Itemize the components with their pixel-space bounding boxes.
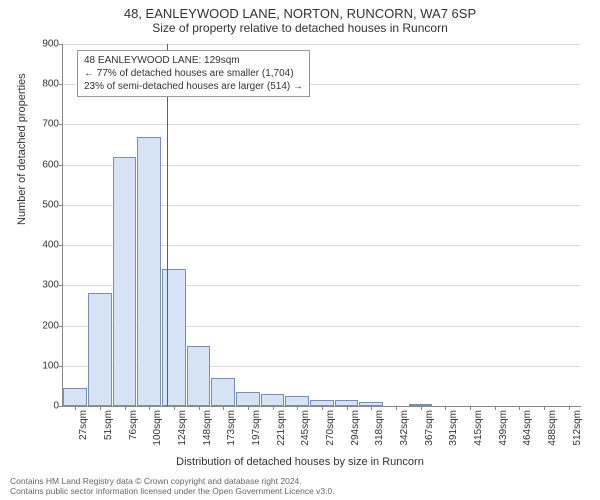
footer-line-2: Contains public sector information licen… xyxy=(10,486,335,496)
x-tick-mark xyxy=(495,406,496,410)
x-tick-label: 76sqm xyxy=(128,410,139,440)
x-tick-mark xyxy=(347,406,348,410)
x-tick-label: 294sqm xyxy=(350,410,361,446)
y-tick-label: 300 xyxy=(42,280,59,291)
x-tick-mark xyxy=(273,406,274,410)
y-tick-mark xyxy=(59,285,63,286)
x-axis-label: Distribution of detached houses by size … xyxy=(0,456,600,468)
footer-attribution: Contains HM Land Registry data © Crown c… xyxy=(10,476,335,496)
x-tick-label: 439sqm xyxy=(498,410,509,446)
histogram-bar xyxy=(88,293,112,406)
y-tick-mark xyxy=(59,326,63,327)
x-tick-mark xyxy=(396,406,397,410)
x-tick-label: 342sqm xyxy=(399,410,410,446)
x-tick-mark xyxy=(544,406,545,410)
x-tick-label: 318sqm xyxy=(374,410,385,446)
annotation-line: ← 77% of detached houses are smaller (1,… xyxy=(84,67,303,80)
x-tick-mark xyxy=(371,406,372,410)
histogram-bar xyxy=(113,157,137,406)
y-tick-mark xyxy=(59,366,63,367)
x-tick-mark xyxy=(125,406,126,410)
x-tick-mark xyxy=(75,406,76,410)
y-axis-label: Number of detached properties xyxy=(16,73,28,225)
y-tick-mark xyxy=(59,124,63,125)
x-tick-mark xyxy=(149,406,150,410)
y-tick-mark xyxy=(59,44,63,45)
y-tick-label: 700 xyxy=(42,119,59,130)
x-tick-label: 197sqm xyxy=(251,410,262,446)
x-tick-mark xyxy=(519,406,520,410)
y-tick-mark xyxy=(59,245,63,246)
x-tick-mark xyxy=(322,406,323,410)
y-tick-label: 400 xyxy=(42,240,59,251)
x-tick-label: 27sqm xyxy=(78,410,89,440)
chart-subtitle: Size of property relative to detached ho… xyxy=(0,21,600,37)
grid-line xyxy=(63,124,581,125)
y-tick-label: 500 xyxy=(42,199,59,210)
y-tick-mark xyxy=(59,406,63,407)
histogram-bar xyxy=(261,394,285,406)
x-tick-mark xyxy=(223,406,224,410)
x-tick-mark xyxy=(248,406,249,410)
histogram-bar xyxy=(236,392,260,406)
x-tick-label: 124sqm xyxy=(177,410,188,446)
histogram-bar xyxy=(63,388,87,406)
histogram-bar xyxy=(137,137,161,406)
y-tick-mark xyxy=(59,165,63,166)
x-tick-label: 100sqm xyxy=(152,410,163,446)
x-tick-label: 464sqm xyxy=(522,410,533,446)
y-tick-mark xyxy=(59,84,63,85)
chart-plot-area: 010020030040050060070080090027sqm51sqm76… xyxy=(62,44,581,407)
y-tick-label: 100 xyxy=(42,360,59,371)
x-tick-mark xyxy=(174,406,175,410)
x-tick-label: 512sqm xyxy=(572,410,583,446)
x-tick-mark xyxy=(470,406,471,410)
x-tick-mark xyxy=(421,406,422,410)
y-tick-label: 900 xyxy=(42,39,59,50)
x-tick-label: 367sqm xyxy=(424,410,435,446)
x-tick-label: 488sqm xyxy=(547,410,558,446)
y-tick-label: 200 xyxy=(42,320,59,331)
y-tick-label: 0 xyxy=(53,401,59,412)
histogram-bar xyxy=(285,396,309,406)
reference-line xyxy=(167,44,168,406)
x-tick-label: 415sqm xyxy=(473,410,484,446)
annotation-box: 48 EANLEYWOOD LANE: 129sqm← 77% of detac… xyxy=(77,50,310,97)
annotation-line: 48 EANLEYWOOD LANE: 129sqm xyxy=(84,54,303,67)
x-tick-label: 173sqm xyxy=(226,410,237,446)
x-tick-mark xyxy=(100,406,101,410)
y-tick-label: 800 xyxy=(42,79,59,90)
histogram-bar xyxy=(187,346,211,406)
x-tick-mark xyxy=(569,406,570,410)
y-tick-label: 600 xyxy=(42,159,59,170)
x-tick-mark xyxy=(199,406,200,410)
chart-title: 48, EANLEYWOOD LANE, NORTON, RUNCORN, WA… xyxy=(0,0,600,21)
footer-line-1: Contains HM Land Registry data © Crown c… xyxy=(10,476,335,486)
x-tick-mark xyxy=(297,406,298,410)
x-tick-label: 221sqm xyxy=(276,410,287,446)
x-tick-label: 270sqm xyxy=(325,410,336,446)
histogram-bar xyxy=(211,378,235,406)
x-tick-label: 391sqm xyxy=(448,410,459,446)
x-tick-label: 245sqm xyxy=(300,410,311,446)
annotation-line: 23% of semi-detached houses are larger (… xyxy=(84,80,303,93)
x-tick-label: 51sqm xyxy=(103,410,114,440)
x-tick-label: 148sqm xyxy=(202,410,213,446)
x-tick-mark xyxy=(445,406,446,410)
grid-line xyxy=(63,44,581,45)
y-tick-mark xyxy=(59,205,63,206)
